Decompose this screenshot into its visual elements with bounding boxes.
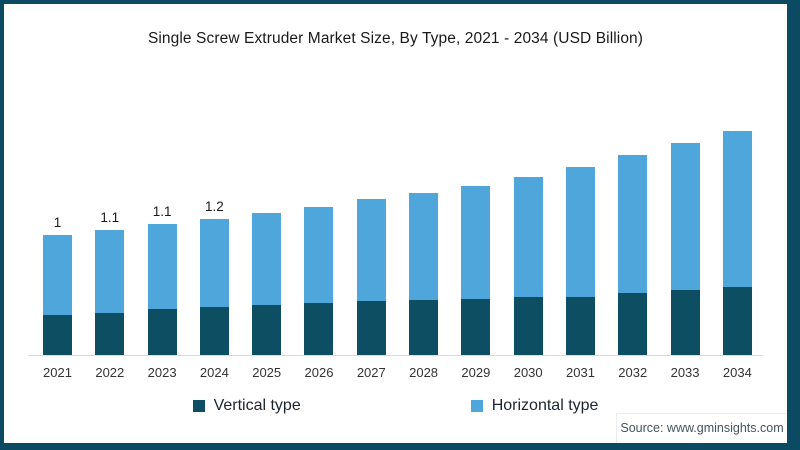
- bar-2027: 2027: [356, 199, 386, 380]
- x-axis-label: 2029: [461, 365, 491, 380]
- plot-area: 1 2021 1.1 2022 1.1 2023 1.2 2024 2025 2026 2027 20…: [43, 130, 752, 380]
- bar-2031: 2031: [565, 166, 595, 380]
- bar-segment-vertical-type: [199, 307, 229, 355]
- legend-swatch-icon: [470, 400, 483, 412]
- bar-segment-vertical-type: [409, 299, 439, 355]
- bar-2026: 2026: [304, 207, 334, 380]
- bar-segment-horizontal-type: [618, 154, 648, 293]
- bar-segment-vertical-type: [565, 297, 595, 355]
- x-axis-label: 2026: [304, 365, 334, 380]
- bar-2024: 1.2 2024: [199, 199, 229, 380]
- legend-item-horizontal-type: Horizontal type: [470, 397, 599, 415]
- source-attribution: Source: www.gminsights.com: [616, 413, 787, 443]
- x-axis-label: 2030: [513, 365, 543, 380]
- bar-segment-vertical-type: [670, 290, 700, 355]
- x-axis-label: 2032: [618, 365, 648, 380]
- legend-swatch-icon: [192, 400, 205, 412]
- bar-segment-horizontal-type: [670, 142, 700, 291]
- x-axis-label: 2025: [252, 365, 282, 380]
- bar-value-label: 1.1: [152, 204, 172, 220]
- bar-2034: 2034: [722, 130, 752, 380]
- bar-segment-horizontal-type: [513, 177, 543, 298]
- bar-segment-vertical-type: [252, 304, 282, 355]
- chart-title: Single Screw Extruder Market Size, By Ty…: [147, 30, 644, 47]
- x-axis-label: 2021: [43, 365, 72, 380]
- bar-segment-horizontal-type: [199, 219, 229, 307]
- bar-2033: 2033: [670, 142, 700, 380]
- legend-label: Vertical type: [213, 397, 301, 414]
- bar-value-label: 1: [53, 215, 62, 231]
- legend: Vertical type Horizontal type: [4, 397, 787, 415]
- bar-segment-horizontal-type: [461, 185, 491, 299]
- bar-segment-horizontal-type: [565, 166, 595, 298]
- bar-segment-horizontal-type: [722, 130, 752, 287]
- bar-2030: 2030: [513, 177, 543, 380]
- bar-2032: 2032: [618, 154, 648, 380]
- legend-label: Horizontal type: [491, 397, 599, 414]
- bar-2022: 1.1 2022: [95, 210, 125, 380]
- bar-segment-horizontal-type: [409, 193, 439, 300]
- bar-value-label: 1.2: [205, 199, 224, 215]
- bar-segment-vertical-type: [513, 297, 543, 355]
- x-axis-line: [28, 355, 763, 356]
- bar-segment-vertical-type: [147, 309, 177, 355]
- x-axis-label: 2027: [356, 365, 386, 380]
- legend-item-vertical-type: Vertical type: [192, 397, 301, 415]
- bar-segment-horizontal-type: [356, 199, 386, 301]
- bar-segment-horizontal-type: [147, 224, 177, 310]
- bar-segment-vertical-type: [722, 286, 752, 355]
- bar-2029: 2029: [461, 185, 491, 380]
- bar-segment-vertical-type: [43, 315, 72, 355]
- bar-segment-horizontal-type: [43, 235, 72, 316]
- bar-segment-vertical-type: [95, 313, 125, 355]
- bar-2025: 2025: [252, 213, 282, 380]
- bar-segment-vertical-type: [618, 292, 648, 355]
- bar-segment-vertical-type: [461, 298, 491, 355]
- x-axis-label: 2022: [95, 365, 125, 380]
- bar-segment-vertical-type: [356, 301, 386, 355]
- x-axis-label: 2033: [670, 365, 700, 380]
- x-axis-label: 2023: [147, 365, 177, 380]
- x-axis-label: 2028: [409, 365, 439, 380]
- bar-segment-horizontal-type: [252, 213, 282, 305]
- bar-segment-horizontal-type: [304, 207, 334, 304]
- bar-segment-vertical-type: [304, 303, 334, 355]
- bar-value-label: 1.1: [100, 210, 120, 226]
- bar-2028: 2028: [409, 193, 439, 380]
- bar-segment-horizontal-type: [95, 230, 125, 313]
- bar-2023: 1.1 2023: [147, 204, 177, 380]
- x-axis-label: 2024: [199, 365, 229, 380]
- x-axis-label: 2034: [722, 365, 752, 380]
- x-axis-label: 2031: [566, 365, 595, 380]
- bar-2021: 1 2021: [43, 215, 72, 380]
